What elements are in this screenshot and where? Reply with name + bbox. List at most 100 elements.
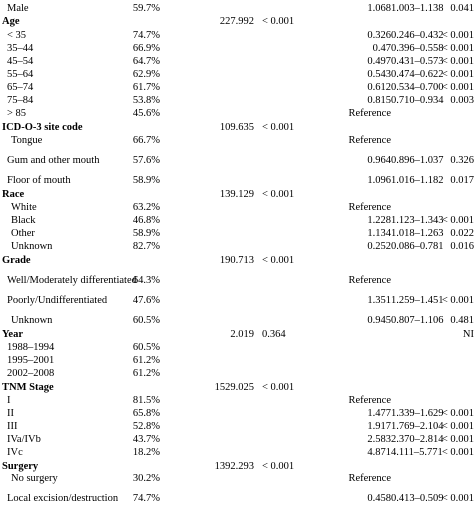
cell-ci: 0.534–0.700 xyxy=(391,82,444,93)
cell-hr: Reference xyxy=(348,135,391,146)
cell-hr: 1.477 xyxy=(367,408,391,419)
cell-ci: 1.123–1.343 xyxy=(391,215,444,226)
row-label: 45–54 xyxy=(7,56,34,67)
cell-p1: < 0.001 xyxy=(262,461,295,472)
cell-ci: 1.259–1.451 xyxy=(391,295,444,306)
cell-hr: 1.228 xyxy=(367,215,391,226)
row-label: Gum and other mouth xyxy=(7,155,100,166)
row-label: 65–74 xyxy=(7,82,34,93)
cell-p1: < 0.001 xyxy=(262,382,295,393)
cell-ci: 0.896–1.037 xyxy=(391,155,444,166)
cell-hr: 0.543 xyxy=(367,69,391,80)
cell-p2: < 0.001 xyxy=(441,43,474,54)
row-label: III xyxy=(7,421,18,432)
cell-hr: 1.917 xyxy=(367,421,391,432)
row-label: > 85 xyxy=(7,108,27,119)
table-row: 75–84 53.8% 0.815 0.710–0.934 0.003 xyxy=(0,94,474,107)
row-label: Unknown xyxy=(11,315,53,326)
row-label: Unknown xyxy=(11,241,53,252)
table-row: Gum and other mouth 57.6% 0.964 0.896–1.037… xyxy=(0,154,474,167)
cell-pct: 59.7% xyxy=(132,3,160,14)
section-header-row: Race 139.129 < 0.001 xyxy=(0,188,474,201)
row-label: Poorly/Undifferentiated xyxy=(7,295,108,306)
cell-p1: < 0.001 xyxy=(262,189,295,200)
cell-p2: < 0.001 xyxy=(441,215,474,226)
cell-hr: 0.458 xyxy=(367,493,391,504)
cell-hr: 0.612 xyxy=(367,82,391,93)
cell-p1: 0.364 xyxy=(262,329,286,340)
row-label: Other xyxy=(11,228,35,239)
cell-hr: 1.068 xyxy=(367,3,391,14)
row-label: 2002–2008 xyxy=(7,368,55,379)
row-label: White xyxy=(11,202,37,213)
table-row: Unknown 60.5% 0.945 0.807–1.106 0.481 xyxy=(0,314,474,327)
cell-pct: 62.9% xyxy=(132,69,160,80)
cell-p2: < 0.001 xyxy=(441,408,474,419)
cell-chi: 109.635 xyxy=(219,122,254,133)
table-row: I 81.5% Reference xyxy=(0,394,474,407)
cell-pct: 58.9% xyxy=(132,228,160,239)
cell-ci: 1.003–1.138 xyxy=(391,3,444,14)
row-label: Tongue xyxy=(11,135,43,146)
table-row: IVa/IVb 43.7% 2.583 2.370–2.814 < 0.001 xyxy=(0,433,474,446)
cell-hr: 0.964 xyxy=(367,155,391,166)
cell-ci: 0.474–0.622 xyxy=(391,69,444,80)
row-label: 35–44 xyxy=(7,43,34,54)
table-row: Well/Moderately differentiated 64.3% Refer… xyxy=(0,274,474,287)
section-header-row: Age 227.992 < 0.001 xyxy=(0,15,474,28)
cell-p2: 0.041 xyxy=(450,3,474,14)
cell-p2: < 0.001 xyxy=(441,295,474,306)
section-header-row: Surgery 1392.293 < 0.001 xyxy=(0,460,474,473)
row-label: 1995–2001 xyxy=(7,355,55,366)
cell-ci: 0.086–0.781 xyxy=(391,241,444,252)
cell-hr: Reference xyxy=(348,275,391,286)
cell-hr: 1.351 xyxy=(367,295,391,306)
cell-chi: 139.129 xyxy=(219,189,254,200)
section-header-row: ICD-O-3 site code 109.635 < 0.001 xyxy=(0,121,474,134)
cell-p2: 0.016 xyxy=(450,241,474,252)
cell-p2: < 0.001 xyxy=(441,493,474,504)
cell-pct: 18.2% xyxy=(132,447,160,458)
cell-hr: 0.252 xyxy=(367,241,391,252)
cell-p2: < 0.001 xyxy=(441,434,474,445)
cell-ci: 1.016–1.182 xyxy=(391,175,444,186)
cell-ci: 0.710–0.934 xyxy=(391,95,444,106)
table-row: II 65.8% 1.477 1.339–1.629 < 0.001 xyxy=(0,407,474,420)
cell-p2: < 0.001 xyxy=(441,69,474,80)
table-row: III 52.8% 1.917 1.769–2.104 < 0.001 xyxy=(0,420,474,433)
table-row: Male 59.7% 1.068 1.003–1.138 0.041 xyxy=(0,2,474,15)
table-row: Tongue 66.7% Reference xyxy=(0,134,474,147)
section-title: Age xyxy=(2,16,20,27)
cell-p1: < 0.001 xyxy=(262,122,295,133)
cell-hr: 0.497 xyxy=(367,56,391,67)
cell-p1: < 0.001 xyxy=(262,255,295,266)
table-row: < 35 74.7% 0.326 0.246–0.432 < 0.001 xyxy=(0,29,474,42)
row-label: Male xyxy=(7,3,29,14)
cell-pct: 45.6% xyxy=(132,108,160,119)
table-row: 1995–2001 61.2% xyxy=(0,354,474,367)
table-row: Floor of mouth 58.9% 1.096 1.016–1.182 0.017 xyxy=(0,174,474,187)
cell-ci: 2.370–2.814 xyxy=(391,434,444,445)
cell-p2: < 0.001 xyxy=(441,421,474,432)
cell-p1: < 0.001 xyxy=(262,16,295,27)
row-label: IVc xyxy=(7,447,23,458)
cell-ci: 0.431–0.573 xyxy=(391,56,444,67)
cell-hr: 0.815 xyxy=(367,95,391,106)
cell-hr: Reference xyxy=(348,108,391,119)
cell-hr: 2.583 xyxy=(367,434,391,445)
cell-pct: 60.5% xyxy=(132,342,160,353)
row-label: Local excision/destruction xyxy=(7,493,119,504)
cell-hr: 0.326 xyxy=(367,30,391,41)
cell-p2: NI xyxy=(462,329,474,340)
table-row: 65–74 61.7% 0.612 0.534–0.700 < 0.001 xyxy=(0,81,474,94)
cell-chi: 1529.025 xyxy=(214,382,254,393)
cell-pct: 52.8% xyxy=(132,421,160,432)
cell-pct: 82.7% xyxy=(132,241,160,252)
cell-chi: 190.713 xyxy=(219,255,254,266)
cell-chi: 2.019 xyxy=(230,329,254,340)
cell-hr: 1.134 xyxy=(367,228,391,239)
row-label: 1988–1994 xyxy=(7,342,55,353)
cell-pct: 64.3% xyxy=(132,275,160,286)
row-label: 75–84 xyxy=(7,95,34,106)
row-label: I xyxy=(7,395,11,406)
